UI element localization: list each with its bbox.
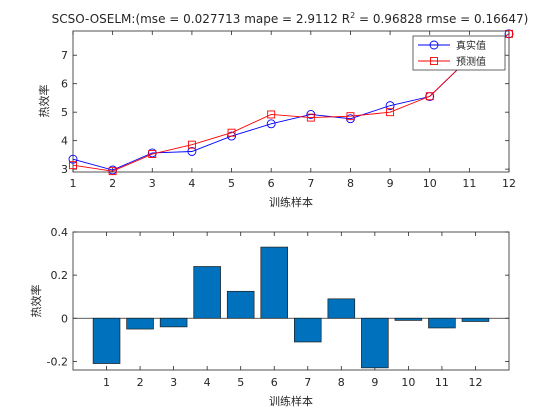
point-actual: [108, 165, 118, 175]
point-actual: [187, 147, 197, 156]
chart-title-main: SCSO-OSELM:(mse = 0.027713 mape = 2.9112…: [52, 12, 350, 26]
bar-x-tick-label: 10: [401, 376, 415, 389]
point-predicted: [69, 161, 77, 170]
point-predicted: [346, 112, 355, 121]
line-y-tick-label: 6: [61, 78, 68, 91]
bar-x-tick-label: 3: [170, 376, 177, 389]
point-predicted: [187, 140, 196, 149]
line-x-tick-label: 5: [228, 177, 235, 190]
line-x-tick-label: 12: [502, 177, 516, 190]
bar-y-tick-label: 0.4: [51, 226, 69, 239]
bar-axes-box: [72, 231, 510, 371]
line-series-group: [68, 29, 514, 176]
point-predicted: [108, 167, 117, 176]
line-y-tick-label: 5: [61, 106, 68, 119]
bar: [193, 266, 221, 319]
legend-marker-predicted: [430, 57, 438, 65]
bar: [394, 317, 423, 321]
bar-x-tick-label: 6: [271, 376, 278, 389]
bar: [126, 317, 154, 330]
bar-chart: -0.200.20.41 2 3 4 5 6 7 8 9 10 11 12 训练样本 热效率: [29, 226, 510, 408]
bar: [294, 317, 322, 343]
point-predicted: [505, 29, 513, 38]
bar: [260, 246, 288, 319]
line-y-tick-label: 4: [61, 135, 68, 148]
bar-x-tick-label: 7: [304, 376, 311, 389]
line-x-tick-label: 3: [149, 177, 156, 190]
bar: [327, 298, 356, 319]
bar: [226, 290, 255, 319]
bar: [428, 317, 456, 329]
line-x-tick-label: 1: [70, 177, 77, 190]
bar-x-tick-label: 2: [137, 376, 144, 389]
point-actual: [266, 119, 276, 129]
legend-box: [412, 35, 506, 71]
point-actual: [68, 154, 78, 164]
bar-y-axis-label: 热效率: [29, 285, 43, 318]
line-x-tick-label: 4: [188, 177, 195, 190]
point-actual: [346, 114, 355, 124]
point-actual: [306, 110, 316, 119]
point-predicted: [386, 108, 395, 117]
bar: [159, 317, 188, 328]
line-chart: SCSO-OSELM:(mse = 0.027713 mape = 2.9112…: [37, 11, 528, 209]
line-x-tick-label: 2: [109, 177, 116, 190]
line-x-axis-label: 训练样本: [269, 195, 313, 209]
line-axes-box: [72, 30, 510, 173]
bar-y-tick-label: -0.2: [47, 355, 68, 368]
line-x-tick-label: 10: [423, 177, 437, 190]
point-predicted: [306, 113, 315, 122]
chart-title-tail: = 0.96828 rmse = 0.16647): [355, 12, 528, 26]
bar-plot-area: [73, 232, 509, 370]
bar-x-tick-label: 11: [435, 376, 449, 389]
bar-series-group: [92, 246, 490, 369]
bar-x-tick-label: 12: [468, 376, 482, 389]
point-predicted: [148, 150, 157, 159]
bar-x-tick-label: 4: [204, 376, 211, 389]
chart-title: SCSO-OSELM:(mse = 0.027713 mape = 2.9112…: [52, 11, 529, 26]
bar: [461, 317, 490, 322]
line-x-tick-label: 8: [347, 177, 354, 190]
point-actual: [504, 29, 514, 39]
chart-title-superscript: 2: [350, 11, 355, 20]
point-predicted: [267, 110, 276, 119]
line-y-tick-label: 7: [61, 49, 68, 62]
legend-marker-actual: [429, 40, 439, 50]
legend-label-actual: 真实值: [456, 39, 486, 52]
line-x-tick-label: 6: [268, 177, 275, 190]
point-predicted: [227, 128, 236, 137]
series-line-predicted: [72, 33, 510, 172]
point-predicted: [425, 92, 434, 101]
line-x-tick-label: 9: [387, 177, 394, 190]
bar-x-tick-label: 5: [237, 376, 244, 389]
bar-y-tick-label: 0: [61, 312, 68, 325]
line-x-tick-label: 11: [462, 177, 476, 190]
legend-label-predicted: 预测值: [456, 55, 486, 68]
point-actual: [227, 131, 236, 141]
bar-x-tick-label: 1: [103, 376, 110, 389]
bar-x-axis-label: 训练样本: [269, 394, 313, 408]
bar: [361, 317, 389, 369]
point-actual: [385, 101, 395, 111]
bar-axes: -0.200.20.41 2 3 4 5 6 7 8 9 10 11 12: [47, 226, 510, 389]
line-x-tick-label: 7: [307, 177, 314, 190]
line-y-tick-label: 3: [61, 163, 68, 176]
bar-y-tick-label: 0.2: [51, 269, 69, 282]
line-y-axis-label: 热效率: [37, 85, 51, 118]
bar: [92, 317, 121, 364]
bar-x-tick-label: 8: [338, 376, 345, 389]
bar-x-tick-label: 9: [371, 376, 378, 389]
